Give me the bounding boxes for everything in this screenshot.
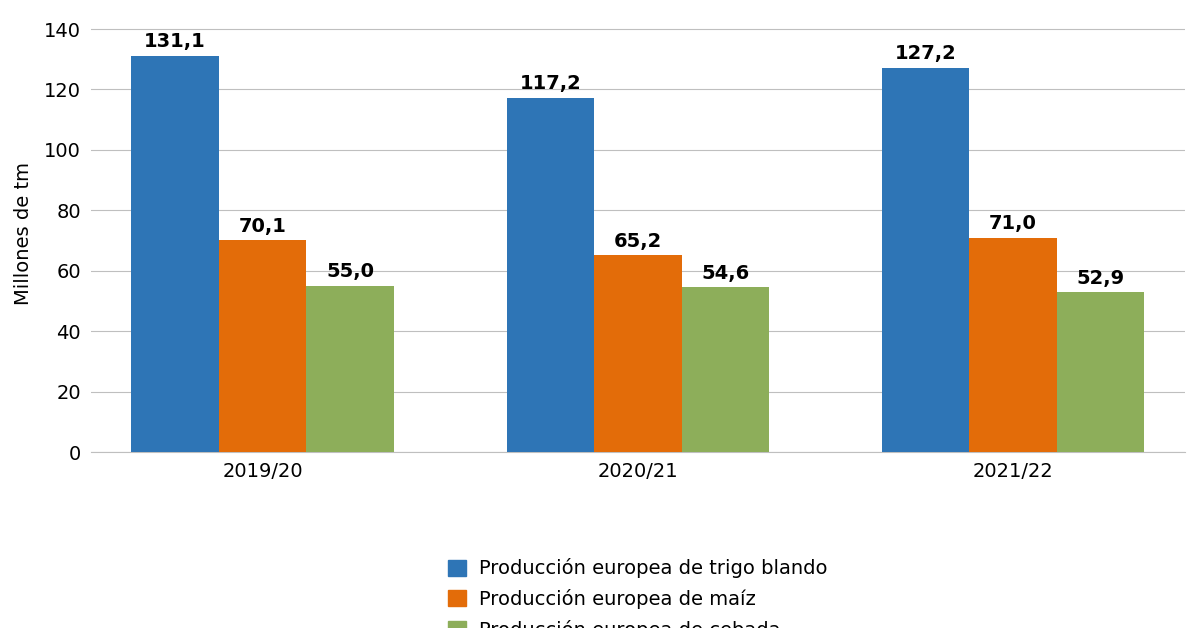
- Text: 127,2: 127,2: [894, 44, 957, 63]
- Text: 71,0: 71,0: [989, 214, 1037, 233]
- Text: 70,1: 70,1: [239, 217, 287, 236]
- Bar: [682, 287, 770, 452]
- Bar: [219, 241, 307, 452]
- Text: 54,6: 54,6: [701, 264, 749, 283]
- Bar: [969, 237, 1056, 452]
- Bar: [507, 98, 595, 452]
- Bar: [1056, 292, 1145, 452]
- Text: 52,9: 52,9: [1077, 269, 1125, 288]
- Bar: [881, 68, 969, 452]
- Y-axis label: Millones de tm: Millones de tm: [14, 161, 32, 305]
- Bar: [307, 286, 394, 452]
- Legend: Producción europea de trigo blando, Producción europea de maíz, Producción europ: Producción europea de trigo blando, Prod…: [448, 558, 827, 628]
- Bar: [132, 56, 219, 452]
- Text: 55,0: 55,0: [326, 263, 374, 281]
- Text: 65,2: 65,2: [614, 232, 662, 251]
- Text: 131,1: 131,1: [144, 33, 206, 51]
- Text: 117,2: 117,2: [519, 74, 582, 94]
- Bar: [595, 255, 682, 452]
